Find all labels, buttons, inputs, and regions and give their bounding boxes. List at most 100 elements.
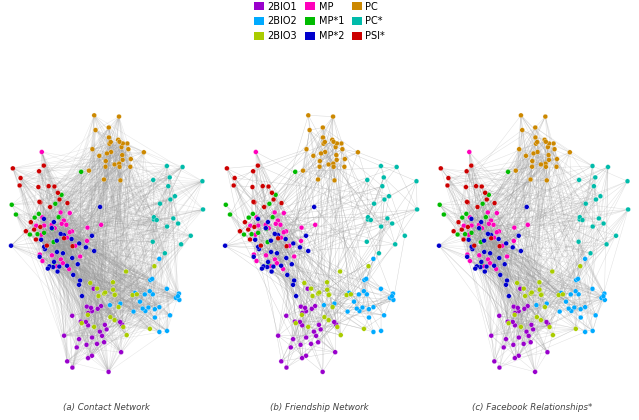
Point: [48, 264, 58, 270]
Point: [268, 196, 279, 203]
Point: [117, 152, 127, 158]
Point: [148, 176, 158, 183]
Point: [303, 323, 313, 330]
Point: [75, 277, 85, 284]
Point: [51, 263, 61, 270]
Point: [286, 344, 296, 351]
Point: [574, 291, 584, 298]
Point: [70, 242, 81, 249]
Point: [39, 244, 49, 250]
Point: [599, 297, 610, 303]
Point: [62, 358, 72, 365]
Point: [263, 259, 273, 265]
Point: [39, 162, 49, 169]
Point: [35, 199, 45, 205]
Point: [587, 286, 597, 292]
Point: [482, 196, 492, 203]
Point: [116, 144, 127, 150]
Point: [515, 285, 525, 292]
Point: [130, 289, 140, 296]
Point: [147, 276, 157, 282]
Point: [307, 305, 317, 312]
Point: [500, 261, 510, 268]
Point: [543, 152, 553, 158]
Point: [590, 174, 601, 181]
Point: [536, 317, 546, 323]
Point: [337, 146, 348, 152]
Point: [81, 318, 91, 325]
Point: [542, 177, 552, 184]
Point: [265, 263, 275, 270]
Point: [76, 168, 86, 175]
Point: [357, 304, 367, 311]
Point: [92, 285, 102, 292]
Point: [316, 326, 326, 333]
Point: [92, 341, 102, 347]
Point: [83, 310, 93, 316]
Point: [43, 265, 53, 272]
Point: [536, 161, 546, 168]
Point: [442, 182, 452, 189]
Point: [34, 210, 44, 217]
Point: [100, 321, 110, 328]
Point: [168, 215, 178, 222]
Point: [295, 341, 305, 348]
Point: [525, 339, 535, 346]
Point: [56, 231, 66, 237]
Point: [320, 149, 330, 155]
Point: [39, 215, 49, 222]
Point: [517, 127, 527, 134]
Point: [34, 168, 44, 175]
Point: [151, 217, 162, 223]
Point: [477, 200, 488, 207]
Point: [82, 312, 93, 318]
Point: [114, 113, 124, 120]
Point: [483, 256, 493, 263]
Point: [541, 160, 551, 167]
Point: [74, 240, 84, 247]
Point: [516, 248, 526, 255]
Point: [225, 211, 235, 218]
Point: [261, 252, 271, 259]
Point: [36, 149, 47, 155]
Point: [329, 300, 339, 307]
Point: [534, 279, 544, 286]
Point: [482, 209, 493, 216]
Legend: 2BIO1, 2BIO2, 2BIO3, MP, MP*1, MP*2, PC, PC*, PSI*: 2BIO1, 2BIO2, 2BIO3, MP, MP*1, MP*2, PC,…: [253, 1, 386, 42]
Point: [558, 291, 568, 298]
Point: [239, 231, 249, 238]
Point: [93, 305, 103, 312]
Point: [526, 290, 536, 297]
Point: [109, 317, 119, 323]
Point: [266, 249, 276, 255]
Point: [464, 149, 474, 155]
Point: [318, 124, 328, 131]
Point: [284, 242, 295, 249]
Point: [363, 216, 373, 223]
Point: [344, 289, 354, 296]
Point: [521, 204, 532, 210]
Point: [461, 210, 472, 217]
Point: [306, 285, 316, 292]
Point: [52, 249, 62, 255]
Point: [330, 349, 341, 356]
Point: [497, 242, 507, 249]
Point: [543, 349, 553, 356]
Point: [272, 250, 282, 257]
Point: [336, 140, 346, 147]
Point: [316, 150, 326, 157]
Point: [364, 306, 374, 312]
Point: [67, 228, 77, 235]
Point: [108, 279, 118, 286]
Point: [245, 236, 255, 243]
Point: [588, 223, 598, 230]
Point: [525, 176, 535, 183]
Point: [474, 225, 484, 231]
Point: [104, 134, 114, 141]
Point: [252, 229, 263, 236]
Point: [31, 236, 41, 243]
Point: [145, 277, 155, 284]
Point: [510, 355, 520, 362]
Point: [489, 358, 500, 365]
Point: [50, 200, 61, 207]
